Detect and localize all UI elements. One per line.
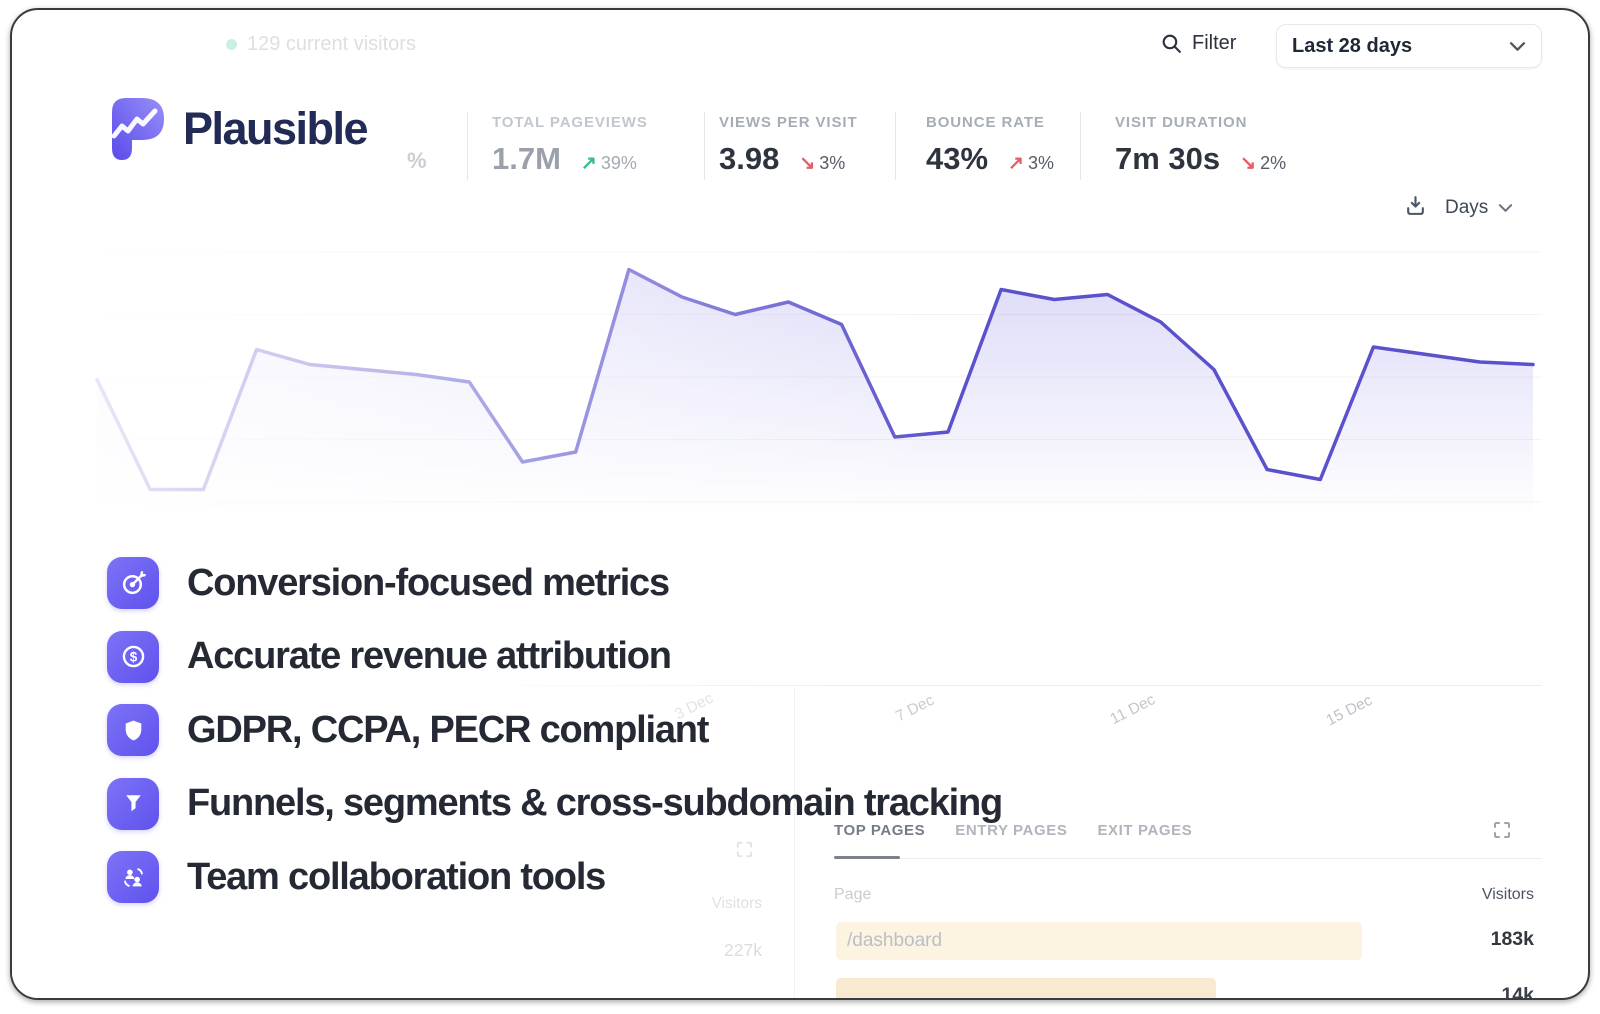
date-range-label: Last 28 days: [1292, 34, 1413, 57]
chevron-down-icon: [1499, 204, 1513, 212]
interval-label: Days: [1445, 197, 1489, 218]
trend-badge: ↗ 39%: [581, 152, 637, 175]
stat-bounce-rate[interactable]: BOUNCE RATE 43% ↗ 3%: [926, 114, 1054, 177]
plausible-logo-icon: [111, 98, 164, 160]
trend-up-icon: ↗: [580, 153, 597, 174]
stat-label: TOTAL PAGEVIEWS: [492, 114, 648, 131]
feature-list: Conversion-focused metrics $ Accurate re…: [107, 557, 1003, 903]
feature-row: GDPR, CCPA, PECR compliant: [107, 704, 1002, 756]
feature-label: Accurate revenue attribution: [187, 635, 672, 677]
expand-icon[interactable]: [1492, 820, 1512, 845]
stat-value: 3.98: [719, 141, 780, 176]
stat-label: VISIT DURATION: [1115, 114, 1248, 131]
stat-label: VIEWS PER VISIT: [719, 114, 858, 131]
dollar-icon: $: [107, 630, 159, 683]
stat-divider: [704, 112, 705, 180]
trend-down-icon: ↘: [1240, 153, 1257, 174]
table-row-visitors: 14k: [1501, 984, 1534, 1000]
download-icon: [1407, 196, 1424, 215]
target-dart-icon: [107, 557, 159, 609]
feature-row: Team collaboration tools: [107, 851, 1002, 903]
trend-badge: ↘ 2%: [1240, 152, 1286, 175]
feature-label: GDPR, CCPA, PECR compliant: [187, 708, 709, 751]
stat-value: 7m 30s: [1115, 141, 1221, 176]
feature-label: Team collaboration tools: [187, 855, 606, 898]
stat-views-per-visit[interactable]: VIEWS PER VISIT 3.98 ↘ 3%: [719, 114, 858, 177]
interval-dropdown[interactable]: Days: [1445, 197, 1513, 219]
active-tab-underline: [834, 856, 900, 859]
stat-divider: [895, 112, 896, 180]
row-bar: [836, 978, 1216, 998]
tab-entry-pages[interactable]: ENTRY PAGES: [955, 822, 1068, 839]
tabs-baseline: [834, 858, 1542, 859]
download-button[interactable]: [1404, 194, 1427, 222]
stat-value: 43%: [926, 141, 989, 176]
trend-change: 39%: [600, 153, 637, 173]
feature-row: Funnels, segments & cross-subdomain trac…: [107, 777, 1003, 830]
funnel-icon: [107, 777, 159, 830]
live-dot-icon: [226, 39, 237, 50]
feature-label: Conversion-focused metrics: [187, 561, 670, 604]
tab-top-pages[interactable]: TOP PAGES: [834, 822, 926, 839]
stat-divider: [1080, 112, 1081, 180]
column-header-visitors: Visitors: [1481, 886, 1534, 903]
table-row-visitors: 183k: [1490, 928, 1534, 950]
x-tick-label: 11 Dec: [1107, 691, 1158, 729]
faded-percent-fragment: %: [407, 148, 427, 173]
trend-change: 3%: [1027, 153, 1054, 173]
current-visitors: 129 current visitors: [226, 33, 416, 56]
x-tick-label: 15 Dec: [1323, 691, 1376, 730]
stat-label: BOUNCE RATE: [926, 114, 1045, 131]
tab-exit-pages[interactable]: EXIT PAGES: [1097, 822, 1193, 839]
trend-change: 3%: [819, 153, 846, 173]
shield-icon: [107, 704, 159, 756]
pages-tabs: TOP PAGES ENTRY PAGES EXIT PAGES: [834, 822, 1192, 839]
svg-text:$: $: [129, 649, 137, 664]
trend-change: 2%: [1260, 153, 1287, 173]
date-range-select[interactable]: Last 28 days: [1276, 24, 1542, 68]
chevron-down-icon: [1509, 41, 1526, 51]
feature-row: $ Accurate revenue attribution: [107, 630, 1002, 683]
stat-visit-duration[interactable]: VISIT DURATION 7m 30s ↘ 2%: [1115, 114, 1286, 177]
stat-divider: [467, 112, 468, 180]
trend-up-icon: ↗: [1008, 153, 1024, 174]
brand-wordmark: Plausible: [183, 103, 369, 154]
current-visitors-label: 129 current visitors: [247, 33, 416, 55]
trend-down-icon: ↘: [799, 153, 816, 174]
section-divider: [522, 685, 1542, 686]
stat-value: 1.7M: [492, 141, 561, 176]
row-bar: [836, 922, 1362, 960]
column-header-page: Page: [834, 886, 872, 903]
team-icon: [107, 851, 159, 903]
dashboard-card: 3 Dec 7 Dec 11 Dec 15 Dec Visitors 227k …: [10, 8, 1590, 1000]
table-row-page[interactable]: /dashboard: [847, 930, 943, 951]
stat-total-pageviews[interactable]: TOTAL PAGEVIEWS 1.7M ↗ 39%: [492, 114, 648, 177]
feature-label: Funnels, segments & cross-subdomain trac…: [187, 782, 1003, 824]
brand: Plausible: [110, 96, 369, 162]
white-fade-overlay: [12, 238, 952, 538]
trend-badge: ↘ 3%: [799, 152, 845, 175]
search-icon: [1162, 34, 1181, 53]
filter-label: Filter: [1192, 32, 1237, 54]
filter-button[interactable]: Filter: [1160, 32, 1236, 55]
trend-badge: ↗ 3%: [1008, 152, 1054, 175]
feature-row: Conversion-focused metrics: [107, 557, 1002, 609]
